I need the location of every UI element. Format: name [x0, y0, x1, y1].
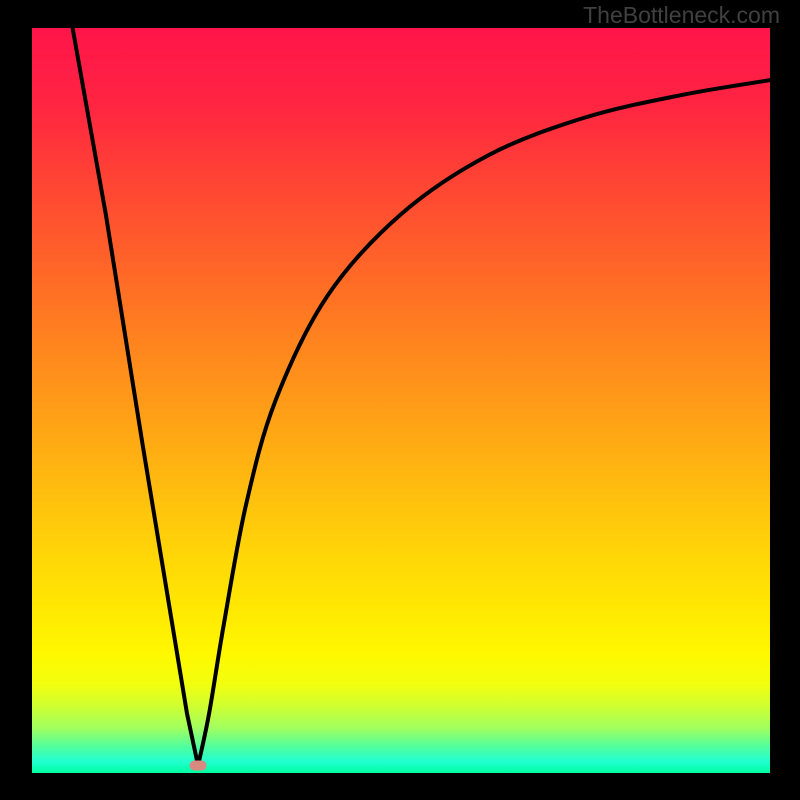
plot-area: [32, 28, 770, 773]
optimum-marker: [190, 761, 207, 771]
watermark-text: TheBottleneck.com: [583, 2, 780, 29]
chart-svg: [32, 28, 770, 773]
gradient-background: [32, 28, 770, 773]
